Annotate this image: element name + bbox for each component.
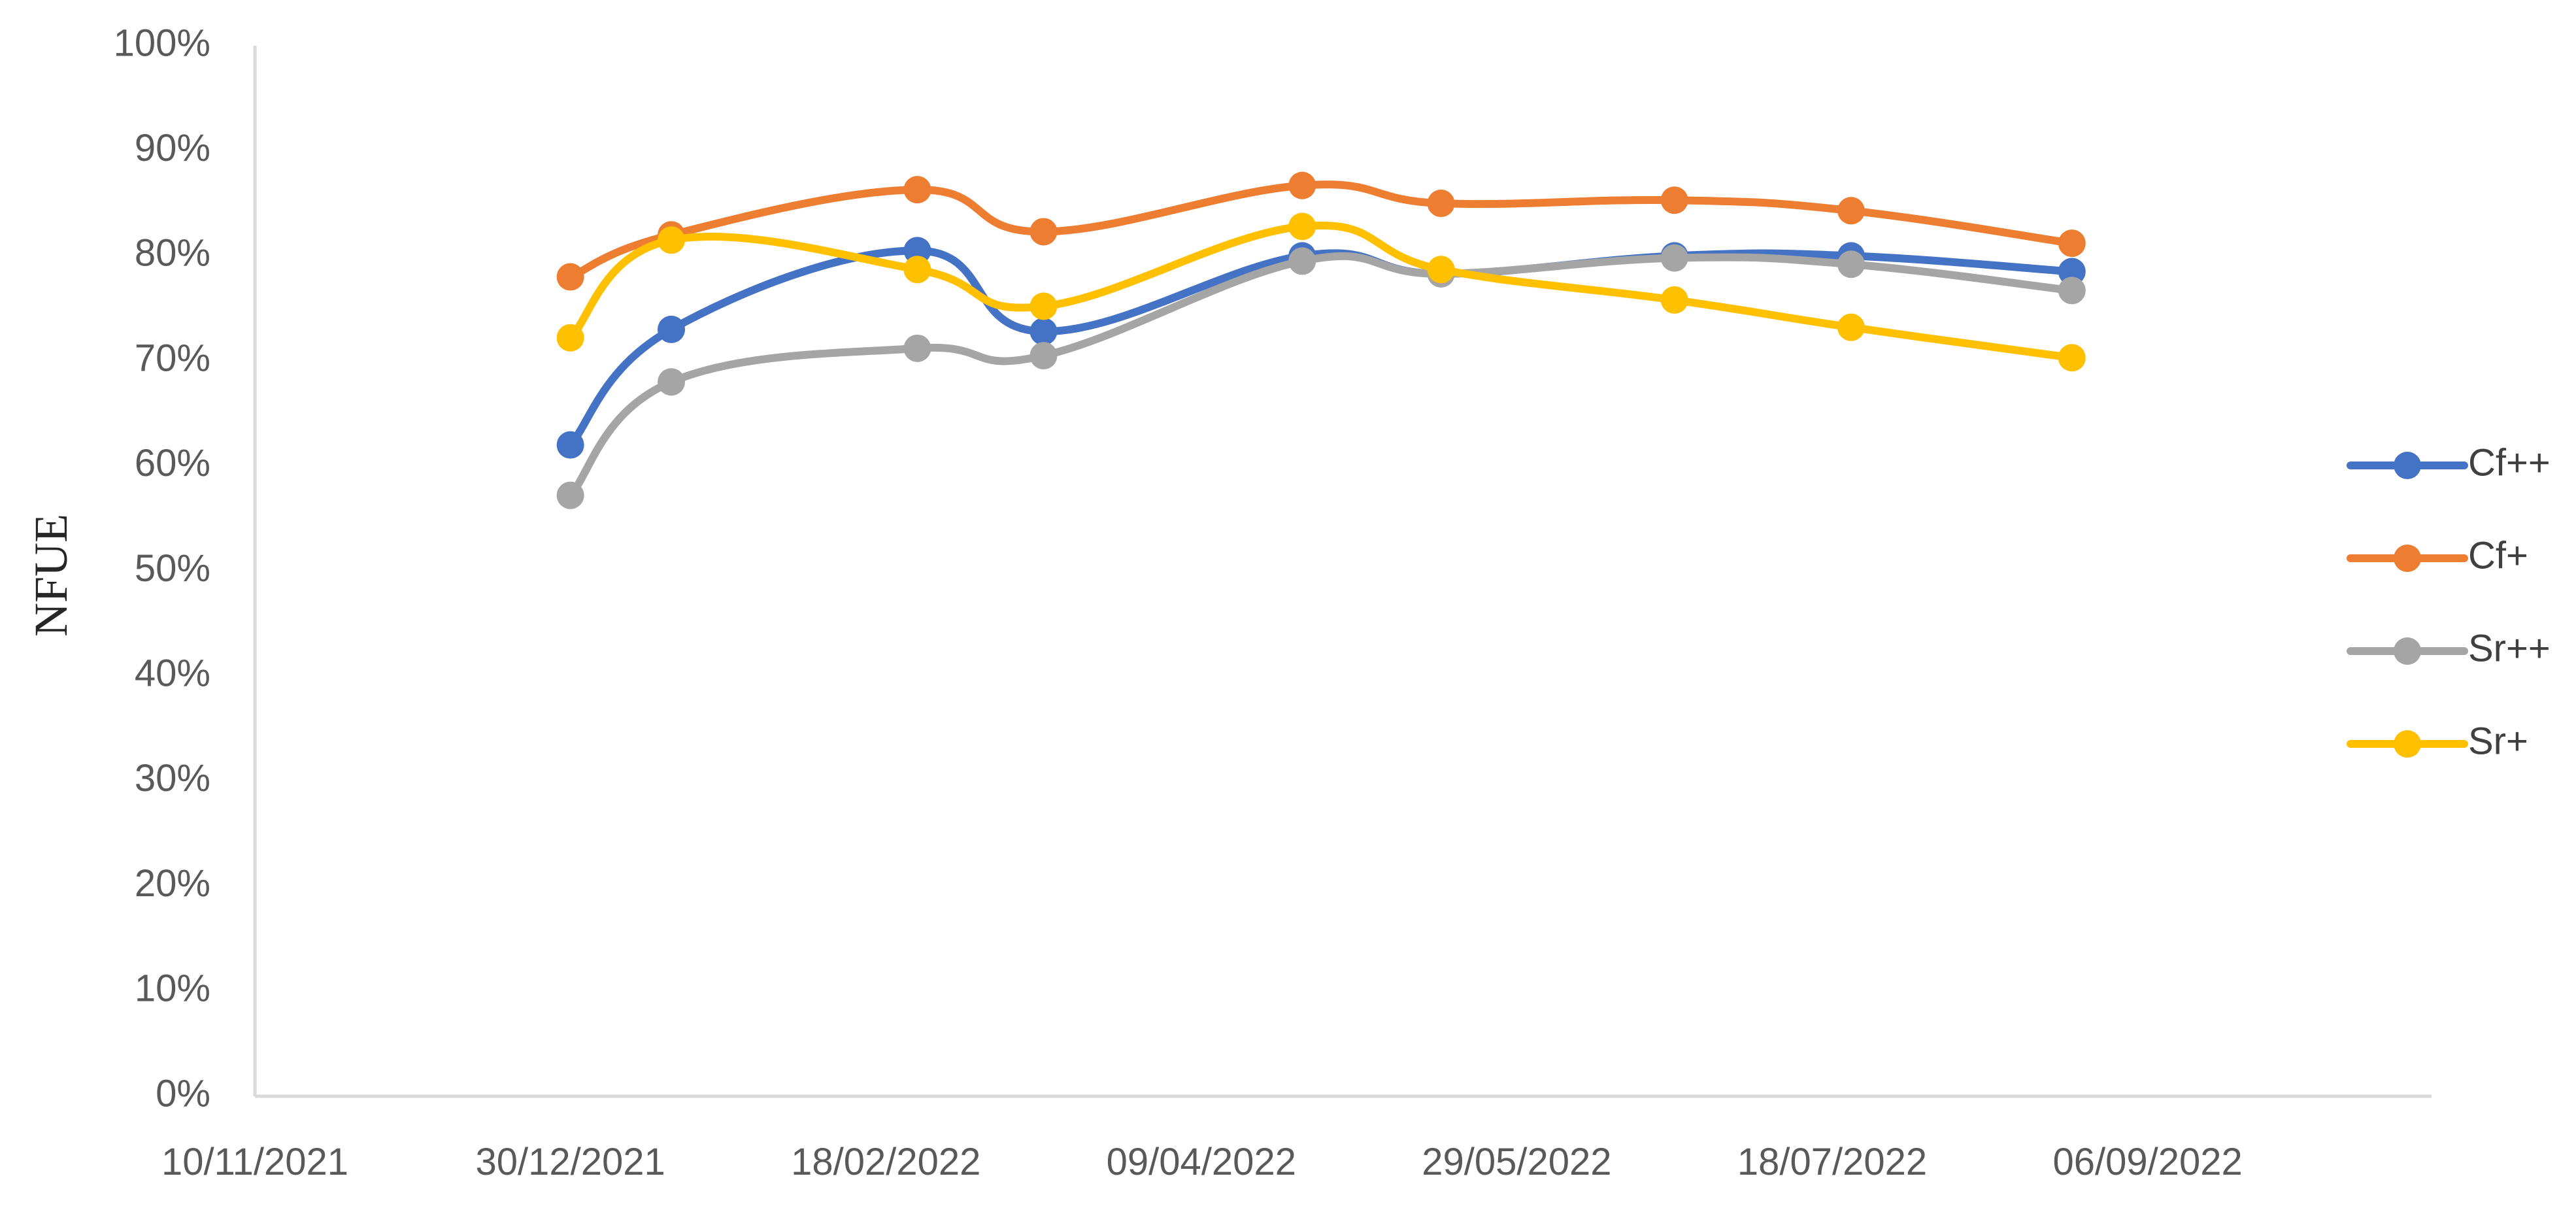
data-point-cfpp (2058, 258, 2086, 286)
y-tick-label: 0% (156, 1072, 210, 1115)
series-line-srpp (566, 252, 2076, 499)
y-tick-label: 80% (135, 232, 210, 275)
data-point-srpp (1837, 250, 1865, 278)
legend-marker (2394, 637, 2421, 665)
y-tick-label: 70% (135, 337, 210, 379)
data-point-srp (1660, 286, 1688, 314)
data-point-cfp (1427, 190, 1455, 218)
legend-item-cfpp: Cf++ (2347, 441, 2551, 484)
y-tick-label: 90% (135, 127, 210, 169)
legend-label: Cf++ (2468, 441, 2551, 484)
data-point-srp (1288, 212, 1316, 241)
data-point-srpp (2058, 277, 2086, 305)
data-point-cfp (1837, 197, 1865, 225)
data-point-cfp (556, 263, 584, 291)
legend-marker (2394, 452, 2421, 479)
data-point-srp (556, 324, 584, 352)
legend-item-srp: Sr+ (2347, 720, 2528, 762)
y-tick-label: 30% (135, 757, 210, 799)
legend-label: Sr+ (2468, 720, 2528, 762)
legend: Cf++ Cf+ Sr++ Sr+ (2347, 441, 2551, 762)
x-tick-label: 06/09/2022 (2053, 1141, 2243, 1183)
data-point-cfpp (556, 431, 584, 459)
data-point-srp (1837, 313, 1865, 341)
y-axis-title: NFUE (25, 514, 77, 637)
legend-marker (2394, 730, 2421, 758)
data-point-srpp (1288, 247, 1316, 275)
x-tick-labels: 10/11/2021 30/12/2021 18/02/2022 09/04/2022… (161, 1141, 2243, 1183)
legend-marker (2394, 545, 2421, 572)
data-point-srp (1029, 292, 1058, 320)
y-tick-label: 10% (135, 967, 210, 1010)
legend-item-srpp: Sr++ (2347, 627, 2551, 669)
y-tick-label: 20% (135, 862, 210, 905)
series-srpp (556, 244, 2086, 509)
chart-axes (253, 46, 2432, 1098)
legend-label: Cf+ (2468, 534, 2528, 577)
x-tick-label: 18/02/2022 (791, 1141, 980, 1183)
y-tick-label: 100% (114, 22, 210, 64)
x-tick-label: 10/11/2021 (161, 1141, 348, 1183)
data-point-cfp (1029, 218, 1058, 246)
data-point-cfpp (658, 315, 686, 343)
data-point-srpp (1660, 244, 1688, 272)
data-point-srpp (1029, 342, 1058, 370)
plot-area (556, 171, 2086, 509)
y-tick-labels: 0% 10% 20% 30% 40% 50% 60% 70% 80% 90% 100% (114, 22, 210, 1115)
series-line-cfpp (566, 246, 2076, 449)
x-tick-label: 30/12/2021 (475, 1141, 665, 1183)
data-point-cfp (2058, 229, 2086, 258)
data-point-cfp (1660, 186, 1688, 214)
data-point-srp (2058, 344, 2086, 372)
data-point-cfpp (1029, 318, 1058, 346)
y-tick-label: 60% (135, 442, 210, 484)
legend-item-cfp: Cf+ (2347, 534, 2528, 577)
data-point-cfp (903, 176, 931, 204)
data-point-cfpp (903, 237, 931, 265)
data-point-srp (658, 226, 686, 254)
legend-label: Sr++ (2468, 627, 2551, 669)
x-tick-label: 29/05/2022 (1422, 1141, 1611, 1183)
data-point-cfp (1288, 171, 1316, 199)
x-tick-label: 09/04/2022 (1107, 1141, 1296, 1183)
y-tick-label: 50% (135, 547, 210, 590)
y-tick-label: 40% (135, 652, 210, 695)
data-point-srp (1427, 256, 1455, 284)
series-srp (556, 212, 2086, 372)
data-point-srpp (658, 368, 686, 396)
x-tick-label: 18/07/2022 (1737, 1141, 1927, 1183)
data-point-srpp (903, 334, 931, 362)
data-point-srpp (556, 481, 584, 509)
data-point-srp (903, 256, 931, 284)
